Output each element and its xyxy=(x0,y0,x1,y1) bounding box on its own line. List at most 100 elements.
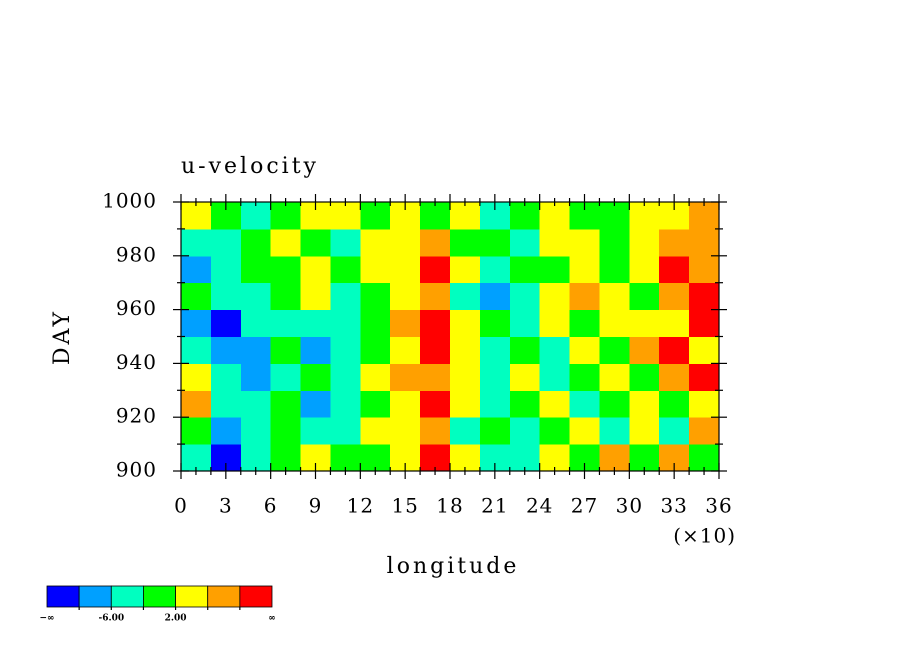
cell xyxy=(450,228,481,257)
cell xyxy=(539,228,571,257)
cell xyxy=(240,255,272,284)
cell xyxy=(360,228,391,257)
cell xyxy=(270,417,302,445)
cell xyxy=(689,363,720,391)
cell xyxy=(479,255,511,284)
cell xyxy=(390,255,421,284)
cell xyxy=(539,390,571,418)
cell xyxy=(629,363,660,391)
cell xyxy=(599,417,630,445)
colorbar-box xyxy=(143,585,176,608)
cell xyxy=(629,390,660,418)
cell xyxy=(420,417,451,445)
cell xyxy=(689,282,720,311)
cell xyxy=(479,336,511,364)
colorbar-box xyxy=(207,585,241,608)
cell xyxy=(659,255,690,284)
cell xyxy=(509,444,541,472)
cell xyxy=(539,282,571,311)
cell xyxy=(659,336,690,364)
cell xyxy=(450,309,481,337)
x-tick-label: 6 xyxy=(264,494,278,518)
cell xyxy=(629,255,660,284)
cell xyxy=(509,309,541,337)
cell xyxy=(509,202,541,230)
cell xyxy=(390,282,421,311)
cell xyxy=(659,282,690,311)
cell xyxy=(479,390,511,418)
colorbar-box xyxy=(110,585,144,608)
cell xyxy=(539,417,571,445)
cell xyxy=(629,282,660,311)
cell xyxy=(629,417,660,445)
cell xyxy=(659,309,690,337)
y-tick-label: 900 xyxy=(116,458,157,482)
cell xyxy=(270,282,302,311)
cell xyxy=(450,363,481,391)
cell xyxy=(181,202,212,230)
cell xyxy=(450,417,481,445)
x-multiplier: (×10) xyxy=(673,524,736,548)
colorbar-min-label: −∞ xyxy=(39,614,54,624)
cell xyxy=(330,363,361,391)
cell xyxy=(330,417,361,445)
cell xyxy=(659,228,690,257)
colorbar-box xyxy=(239,585,273,608)
cell xyxy=(659,390,690,418)
cell xyxy=(270,390,302,418)
cell xyxy=(629,202,660,230)
cell xyxy=(659,363,690,391)
cell xyxy=(330,255,361,284)
cell xyxy=(330,336,361,364)
cell xyxy=(210,255,242,284)
cell xyxy=(240,336,272,364)
cell xyxy=(479,309,511,337)
cell xyxy=(569,390,600,418)
cell xyxy=(689,228,720,257)
x-tick-label: 30 xyxy=(616,494,643,518)
cell xyxy=(210,309,242,337)
cell xyxy=(360,202,391,230)
cell xyxy=(330,390,361,418)
cell xyxy=(390,228,421,257)
cell xyxy=(390,309,421,337)
cell xyxy=(270,444,302,472)
x-tick-label: 33 xyxy=(660,494,687,518)
cell xyxy=(569,309,600,337)
cell xyxy=(420,228,451,257)
cell xyxy=(300,390,331,418)
cell xyxy=(240,390,272,418)
y-tick-label: 920 xyxy=(116,404,157,428)
cell xyxy=(509,363,541,391)
cell xyxy=(509,417,541,445)
cell xyxy=(629,228,660,257)
cell xyxy=(181,336,212,364)
cell xyxy=(360,417,391,445)
cell xyxy=(420,282,451,311)
x-tick-label: 24 xyxy=(526,494,553,518)
cell xyxy=(629,444,660,472)
x-tick-label: 15 xyxy=(391,494,418,518)
cell xyxy=(689,336,720,364)
cell xyxy=(360,336,391,364)
cell xyxy=(599,444,630,472)
colorbar-max-label: ∞ xyxy=(268,614,276,624)
cell xyxy=(210,417,242,445)
cell xyxy=(181,255,212,284)
cell xyxy=(181,282,212,311)
cell xyxy=(539,202,571,230)
cell xyxy=(569,282,600,311)
cell xyxy=(240,363,272,391)
colorbar-box xyxy=(175,585,209,608)
cell xyxy=(270,255,302,284)
cell xyxy=(450,336,481,364)
colorbar-box xyxy=(78,585,112,608)
cell xyxy=(629,309,660,337)
cell xyxy=(689,309,720,337)
cell xyxy=(599,255,630,284)
cell xyxy=(300,282,331,311)
x-tick-label: 9 xyxy=(309,494,323,518)
cell xyxy=(539,363,571,391)
cell xyxy=(420,363,451,391)
